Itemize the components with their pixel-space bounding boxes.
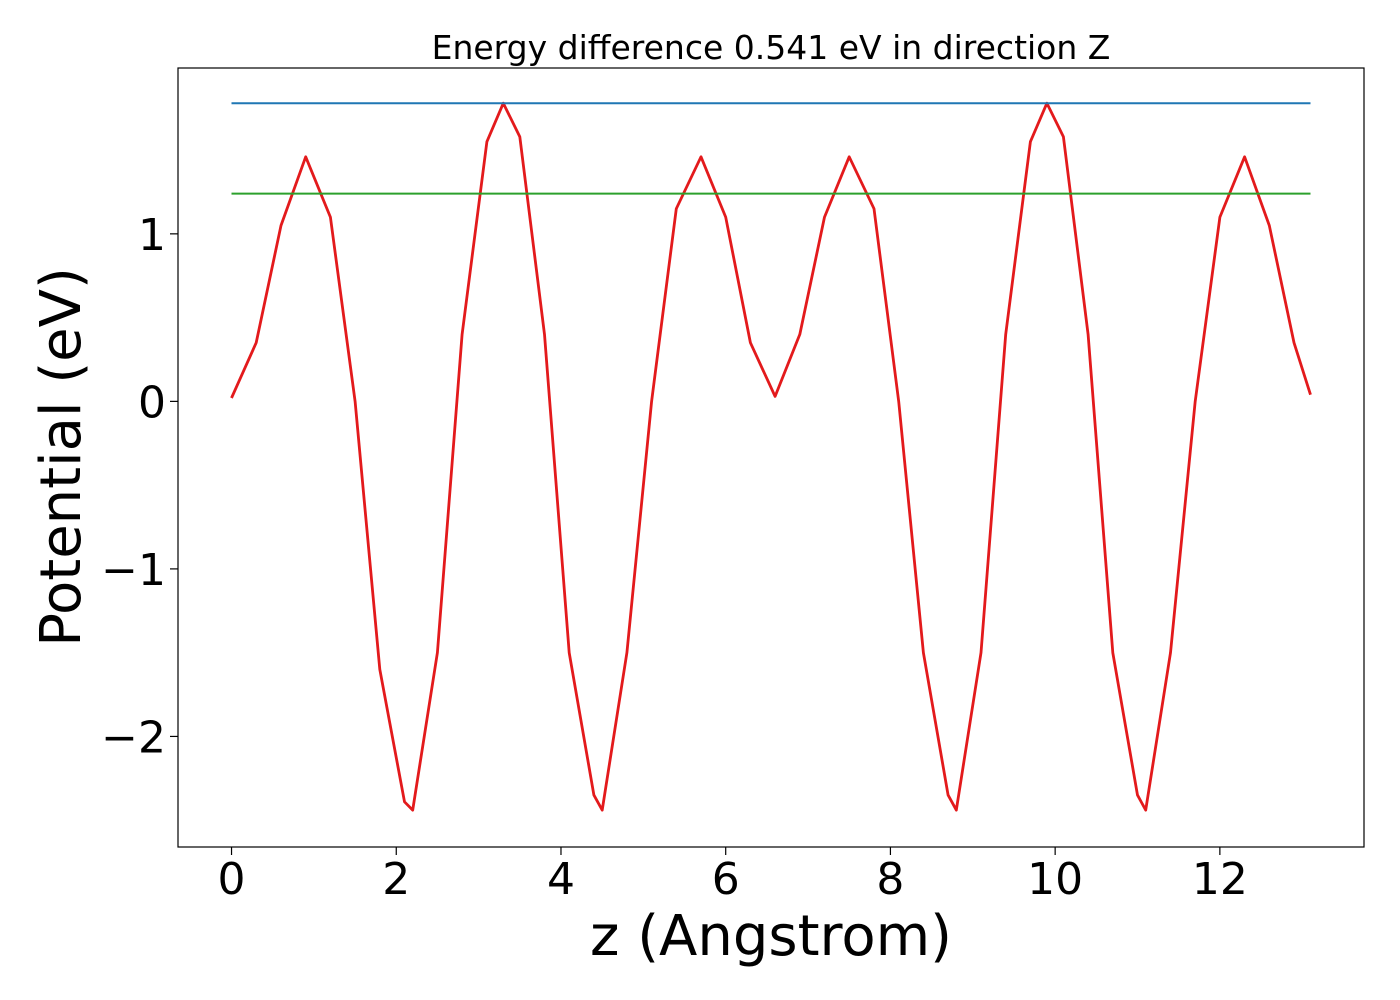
axes-frame — [177, 67, 1365, 848]
x-tick-label: 6 — [712, 854, 740, 905]
x-tick-label: 8 — [876, 854, 904, 905]
x-tick-label: 10 — [1027, 854, 1083, 905]
y-axis-label: Potential (eV) — [29, 267, 94, 647]
x-tick-label: 12 — [1192, 854, 1248, 905]
y-tick-label: −1 — [101, 545, 166, 596]
y-tick-label: 0 — [138, 377, 166, 428]
y-tick-label: 1 — [138, 210, 166, 261]
x-tick-label: 4 — [547, 854, 575, 905]
x-tick-label: 2 — [382, 854, 410, 905]
x-tick-label: 0 — [218, 854, 246, 905]
x-axis-ticks: 0 2 4 6 8 10 12 — [218, 847, 1248, 905]
y-axis-ticks: −2 −1 0 1 — [101, 210, 178, 763]
plot-area — [230, 101, 1312, 812]
chart-title: Energy difference 0.541 eV in direction … — [432, 28, 1111, 67]
y-tick-label: −2 — [101, 712, 166, 763]
x-axis-label: z (Angstrom) — [590, 904, 952, 969]
potential-curve — [230, 101, 1312, 812]
